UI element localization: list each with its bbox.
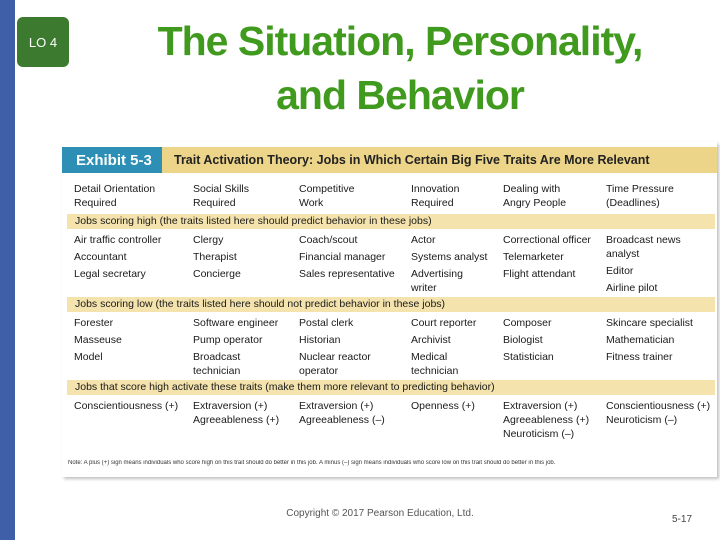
table-cell: Skincare specialist <box>606 317 693 329</box>
table-cell: Software engineer <box>193 317 279 329</box>
left-accent-bar <box>0 0 15 540</box>
table-cell: Telemarketer <box>503 251 564 263</box>
table-cell: Coach/scout <box>299 234 358 246</box>
column-header-line: Angry People <box>503 197 567 209</box>
cell-line: Neuroticism (–) <box>503 428 575 440</box>
column-header: Competitive Work <box>299 182 354 210</box>
table-cell: Financial manager <box>299 251 386 263</box>
table-cell: Editor <box>606 265 634 277</box>
table-cell: Concierge <box>193 268 241 280</box>
table-cell: Model <box>74 351 103 363</box>
column-header: Time Pressure (Deadlines) <box>606 182 674 210</box>
table-cell: Forester <box>74 317 114 329</box>
cell-line: Extraversion (+) <box>503 400 578 412</box>
table-cell: Mathematician <box>606 334 675 346</box>
cell-line: Conscientiousness (+) <box>606 400 711 412</box>
trait-cell: Conscientiousness (+) <box>74 400 179 412</box>
cell-line: Medical <box>411 351 448 363</box>
column-header-line: Detail Orientation <box>74 183 156 195</box>
exhibit-table: Exhibit 5-3 Trait Activation Theory: Job… <box>62 142 717 477</box>
cell-line: technician <box>193 365 241 377</box>
exhibit-header: Exhibit 5-3 Trait Activation Theory: Job… <box>62 147 717 173</box>
title-line-2: and Behavior <box>276 72 525 118</box>
cell-line: writer <box>411 282 437 294</box>
band-jobs-low: Jobs scoring low (the traits listed here… <box>67 297 715 312</box>
column-header: Dealing with Angry People <box>503 182 566 210</box>
table-cell: Clergy <box>193 234 224 246</box>
copyright: Copyright © 2017 Pearson Education, Ltd. <box>286 508 474 519</box>
table-cell: Medical technician <box>411 350 458 378</box>
cell-line: Advertising <box>411 268 463 280</box>
table-cell: Statistician <box>503 351 554 363</box>
column-header-line: Social Skills <box>193 183 250 195</box>
trait-cell: Extraversion (+) Agreeableness (+) <box>193 399 279 427</box>
column-header-line: Required <box>411 197 454 209</box>
table-cell: Broadcast technician <box>193 350 240 378</box>
band-jobs-high: Jobs scoring high (the traits listed her… <box>67 214 715 229</box>
trait-cell: Conscientiousness (+) Neuroticism (–) <box>606 399 710 427</box>
trait-cell: Extraversion (+) Agreeableness (–) <box>299 399 385 427</box>
cell-line: Agreeableness (+) <box>503 414 590 426</box>
table-cell: Historian <box>299 334 341 346</box>
column-header-line: Required <box>193 197 236 209</box>
table-cell: Advertising writer <box>411 267 463 295</box>
column-header-line: Required <box>74 197 117 209</box>
trait-cell: Openness (+) <box>411 400 475 412</box>
exhibit-heading: Trait Activation Theory: Jobs in Which C… <box>174 153 650 167</box>
table-cell: Sales representative <box>299 268 395 280</box>
column-header-line: (Deadlines) <box>606 197 660 209</box>
trait-cell: Extraversion (+) Agreeableness (+) Neuro… <box>503 399 589 441</box>
table-cell: Pump operator <box>193 334 263 346</box>
column-header-line: Time Pressure <box>606 183 674 195</box>
exhibit-tab: Exhibit 5-3 <box>62 147 162 173</box>
table-cell: Therapist <box>193 251 237 263</box>
cell-line: Neuroticism (–) <box>606 414 678 426</box>
column-header: Social Skills Required <box>193 182 249 210</box>
table-cell: Postal clerk <box>299 317 354 329</box>
cell-line: Nuclear reactor <box>299 351 371 363</box>
cell-line: technician <box>411 365 459 377</box>
cell-line: operator <box>299 365 339 377</box>
cell-line: analyst <box>606 248 640 260</box>
title-line-1: The Situation, Personality, <box>157 18 644 64</box>
table-cell: Flight attendant <box>503 268 576 280</box>
table-cell: Correctional officer <box>503 234 591 246</box>
table-cell: Fitness trainer <box>606 351 673 363</box>
table-cell: Biologist <box>503 334 543 346</box>
column-header-line: Work <box>299 197 324 209</box>
column-header: Detail Orientation Required <box>74 182 155 210</box>
column-header-line: Dealing with <box>503 183 561 195</box>
column-header: Innovation Required <box>411 182 459 210</box>
cell-line: Agreeableness (–) <box>299 414 385 426</box>
table-cell: Archivist <box>411 334 451 346</box>
column-header-line: Innovation <box>411 183 460 195</box>
lo-badge: LO 4 <box>17 17 69 67</box>
slide-title: The Situation, Personality, and Behavior <box>100 14 700 122</box>
page-number: 5-17 <box>672 514 693 525</box>
column-header-line: Competitive <box>299 183 355 195</box>
table-cell: Airline pilot <box>606 282 658 294</box>
cell-line: Broadcast <box>193 351 241 363</box>
table-cell: Systems analyst <box>411 251 488 263</box>
table-cell: Broadcast news analyst <box>606 233 681 261</box>
cell-line: Broadcast news <box>606 234 681 246</box>
cell-line: Agreeableness (+) <box>193 414 280 426</box>
exhibit-note: Note: A plus (+) sign means individuals … <box>68 460 556 466</box>
table-cell: Composer <box>503 317 552 329</box>
table-cell: Legal secretary <box>74 268 146 280</box>
cell-line: Extraversion (+) <box>299 400 374 412</box>
cell-line: Extraversion (+) <box>193 400 268 412</box>
table-cell: Actor <box>411 234 436 246</box>
table-cell: Masseuse <box>74 334 122 346</box>
table-cell: Nuclear reactor operator <box>299 350 371 378</box>
band-traits: Jobs that score high activate these trai… <box>67 380 715 395</box>
table-cell: Court reporter <box>411 317 477 329</box>
table-cell: Accountant <box>74 251 127 263</box>
table-cell: Air traffic controller <box>74 234 162 246</box>
